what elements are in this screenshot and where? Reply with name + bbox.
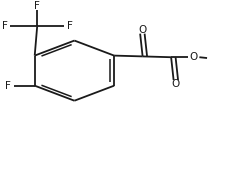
Text: F: F	[34, 1, 40, 11]
Text: F: F	[2, 21, 7, 31]
Text: O: O	[171, 79, 179, 89]
Text: F: F	[5, 81, 11, 91]
Text: F: F	[67, 21, 73, 31]
Text: O: O	[189, 52, 197, 62]
Text: O: O	[137, 25, 146, 35]
